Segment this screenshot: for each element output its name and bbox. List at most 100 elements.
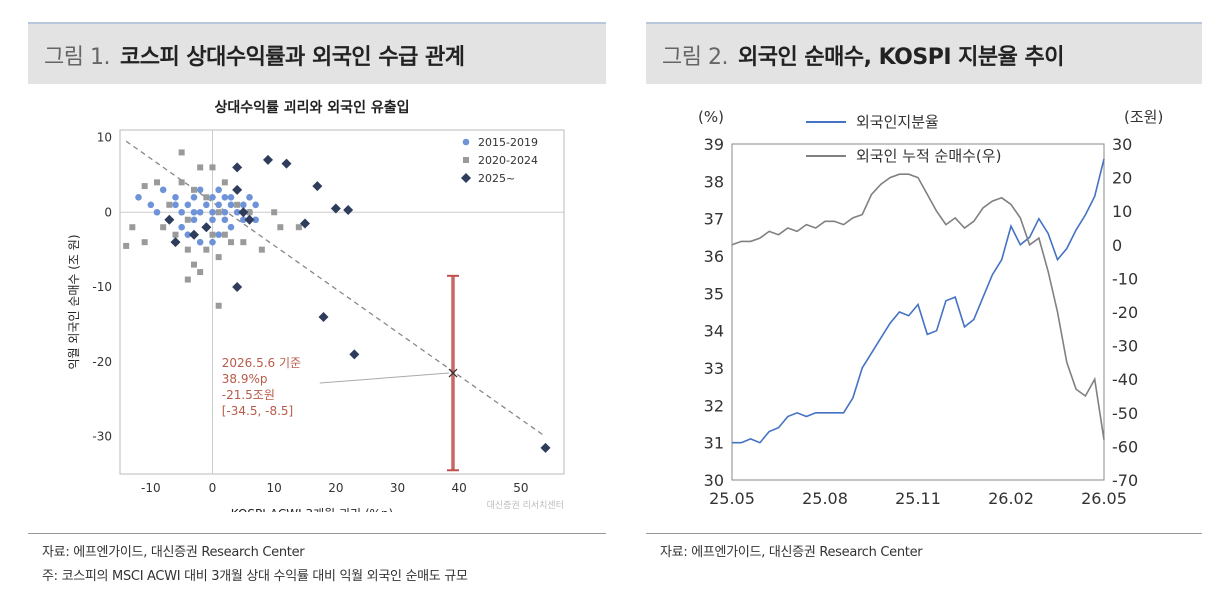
scatter-legend-label: 2025~ — [478, 172, 515, 185]
scatter-point — [123, 242, 130, 249]
scatter-point — [209, 194, 216, 201]
scatter-point — [209, 231, 216, 238]
scatter-point — [246, 194, 253, 201]
scatter-chart: 상대수익률 괴리와 외국인 유출입 -10 0 10 20 30 40 50 10 0 -10 -20… — [67, 99, 565, 512]
figure2-divider — [646, 533, 1202, 534]
line-x-tick: 26.02 — [988, 489, 1034, 508]
scatter-point — [201, 222, 212, 233]
scatter-point — [281, 158, 292, 169]
line-right-tick: 0 — [1112, 236, 1122, 255]
line-right-tick: -60 — [1112, 437, 1138, 456]
scatter-point — [160, 224, 167, 231]
figure2-source: 자료: 에프엔가이드, 대신증권 Research Center — [660, 545, 923, 560]
scatter-point — [189, 229, 199, 240]
line-right-tick: -70 — [1112, 471, 1138, 490]
line-series-2 — [731, 173, 1105, 440]
scatter-y-tick: 0 — [104, 205, 112, 219]
scatter-point — [197, 164, 204, 171]
scatter-point — [228, 239, 234, 246]
figure1-source: 자료: 에프엔가이드, 대신증권 Research Center — [42, 545, 305, 560]
line-frame — [731, 143, 1105, 481]
scatter-y-tick: 10 — [97, 130, 112, 144]
scatter-point — [147, 201, 155, 209]
line-left-tick: 34 — [704, 322, 724, 341]
line-right-tick: 20 — [1112, 169, 1132, 188]
scatter-point — [141, 239, 148, 246]
scatter-legend-marker — [463, 157, 469, 163]
scatter-y-tick: -10 — [92, 280, 112, 294]
scatter-point — [232, 162, 243, 173]
scatter-legend-label: 2015-2019 — [478, 136, 538, 149]
line-x-tick: 26.05 — [1081, 489, 1127, 508]
line-left-tick: 33 — [704, 359, 724, 378]
line-right-tick: -20 — [1112, 303, 1138, 322]
scatter-point — [258, 246, 265, 253]
scatter-point — [215, 254, 222, 261]
scatter-title: 상대수익률 괴리와 외국인 유출입 — [215, 99, 410, 116]
line-x-tick: 25.08 — [802, 489, 848, 508]
line-left-tick: 37 — [704, 210, 724, 229]
line-left-tick: 39 — [704, 135, 724, 154]
scatter-point — [190, 208, 198, 216]
scatter-point — [215, 231, 222, 238]
scatter-point — [178, 223, 185, 231]
line-left-tick: 30 — [704, 471, 724, 490]
scatter-point — [343, 205, 354, 216]
scatter-x-tick: 40 — [452, 481, 467, 495]
scatter-x-label: KOSPI-ACWI 3개월 괴리 (%p) — [231, 507, 394, 512]
figure2-title: 그림 2. 외국인 순매수, KOSPI 지분율 추이 — [662, 39, 1065, 71]
figure1-divider — [28, 533, 606, 534]
scatter-point — [141, 183, 148, 190]
scatter-point — [184, 276, 191, 283]
line-left-tick: 38 — [704, 172, 724, 191]
figure1-number: 그림 1. — [44, 45, 110, 70]
scatter-point — [190, 194, 198, 201]
scatter-point — [209, 164, 216, 171]
scatter-point — [227, 194, 235, 201]
scatter-x-tick: -10 — [141, 481, 161, 495]
scatter-point — [166, 201, 173, 208]
scatter-point — [191, 261, 197, 268]
scatter-point — [221, 216, 229, 224]
scatter-trendline — [125, 140, 546, 438]
scatter-point — [209, 216, 216, 224]
scatter-point — [330, 203, 341, 214]
line-right-tick: -30 — [1112, 337, 1138, 356]
scatter-point — [203, 194, 210, 201]
scatter-point — [277, 224, 284, 231]
scatter-annotation-line: 38.9%p — [222, 372, 268, 386]
line-x-tick: 25.11 — [895, 489, 941, 508]
figure1-note: 주: 코스피의 MSCI ACWI 대비 3개월 상대 수익률 대비 익월 외국… — [42, 569, 468, 584]
scatter-point — [159, 186, 167, 194]
scatter-watermark: 대신증권 리서치센터 — [487, 499, 564, 511]
scatter-point — [203, 246, 210, 253]
scatter-x-tick: 10 — [267, 481, 282, 495]
scatter-point — [153, 208, 161, 216]
line-left-tick: 35 — [704, 284, 724, 303]
scatter-point — [172, 231, 179, 238]
scatter-point — [170, 237, 181, 248]
scatter-point — [172, 194, 179, 201]
scatter-point — [244, 214, 255, 225]
figure2-title-text: 외국인 순매수, KOSPI 지분율 추이 — [737, 45, 1065, 70]
scatter-point — [246, 209, 253, 216]
scatter-point — [227, 223, 235, 231]
scatter-annotation-line: 2026.5.6 기준 — [222, 356, 301, 370]
scatter-point — [295, 224, 302, 231]
scatter-point — [263, 154, 273, 165]
line-right-tick: -10 — [1112, 269, 1138, 288]
line-left-tick: 31 — [704, 434, 724, 453]
figure1-title-text: 코스피 상대수익률과 외국인 수급 관계 — [119, 45, 465, 70]
line-left-tick: 32 — [704, 396, 724, 415]
scatter-point — [178, 179, 185, 186]
scatter-point — [190, 216, 198, 224]
scatter-point — [129, 224, 136, 231]
scatter-point — [184, 201, 192, 209]
scatter-point — [540, 442, 551, 453]
line-right-tick: 30 — [1112, 135, 1132, 154]
scatter-point — [196, 238, 204, 246]
scatter-frame — [119, 129, 565, 475]
line-right-tick: -50 — [1112, 404, 1138, 423]
scatter-annotation-leader — [319, 372, 450, 384]
scatter-point — [184, 231, 192, 238]
